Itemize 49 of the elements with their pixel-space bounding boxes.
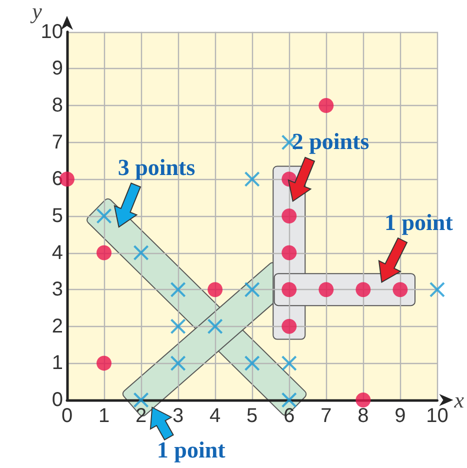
point <box>96 356 112 371</box>
point <box>208 318 223 334</box>
point <box>96 245 112 260</box>
y-axis-title: y <box>30 0 42 24</box>
point <box>282 356 297 371</box>
point <box>170 356 186 371</box>
y-tick-label: 0 <box>52 389 63 411</box>
y-tick-label: 1 <box>52 352 63 374</box>
point <box>244 172 260 187</box>
y-tick-label: 2 <box>52 315 63 338</box>
point <box>430 282 445 298</box>
y-tick-label: 7 <box>52 131 63 154</box>
point <box>282 318 297 334</box>
point <box>208 282 223 298</box>
point <box>244 282 260 298</box>
y-tick-label: 4 <box>52 242 63 264</box>
point <box>134 392 149 408</box>
point <box>282 245 297 260</box>
y-tick-label: 9 <box>52 58 63 80</box>
point <box>356 282 371 298</box>
point <box>134 245 149 260</box>
point <box>282 392 297 408</box>
y-tick-label: 10 <box>40 20 63 43</box>
x-tick-label: 4 <box>210 405 221 427</box>
point <box>356 392 371 408</box>
y-tick-label: 5 <box>52 204 63 227</box>
x-tick-label: 9 <box>394 405 406 427</box>
x-tick-label: 1 <box>98 405 110 427</box>
annotation: 1 point <box>384 210 454 236</box>
point <box>392 282 408 298</box>
x-tick-label: 7 <box>320 405 332 427</box>
point <box>318 282 334 298</box>
point <box>170 282 186 298</box>
annotation: 3 points <box>118 154 196 180</box>
point <box>170 318 186 334</box>
text: 1 point <box>156 437 226 462</box>
x-tick-label: 8 <box>358 405 369 427</box>
point <box>244 356 260 371</box>
x-tick-label: 10 <box>426 405 448 427</box>
point <box>282 282 297 298</box>
x-tick-label: 3 <box>172 405 184 427</box>
annotation: 2 points <box>292 129 370 154</box>
y-tick-label: 8 <box>52 94 63 117</box>
y-tick-label: 3 <box>52 278 63 301</box>
point <box>282 208 297 224</box>
point <box>318 98 334 114</box>
point <box>96 208 112 224</box>
x-tick-label: 5 <box>246 405 258 427</box>
x-axis-title: x <box>453 388 464 412</box>
